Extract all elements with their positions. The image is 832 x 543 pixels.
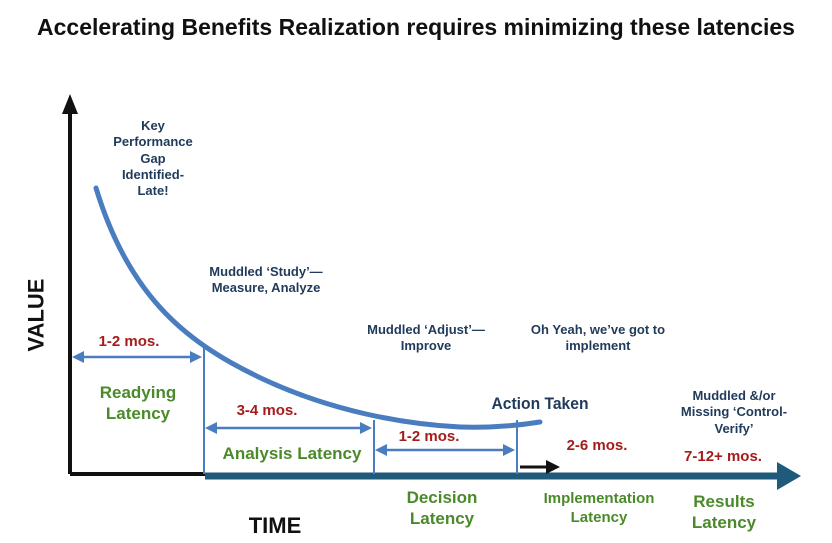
span-decision (375, 444, 515, 456)
y-axis-label: VALUE (23, 278, 48, 352)
annotation-study: Muddled ‘Study’—Measure, Analyze (209, 264, 323, 296)
annotation-adjust: Muddled ‘Adjust’—Improve (367, 322, 485, 354)
duration-analysis: 3-4 mos. (236, 402, 298, 419)
diagram-title: Accelerating Benefits Realization requir… (37, 14, 795, 40)
span-readying (72, 351, 202, 363)
y-axis-arrowhead (62, 94, 78, 114)
annotation-control: Muddled &/or Missing ‘Control-Verify’ (680, 388, 788, 436)
span-analysis (205, 422, 372, 434)
annotation-gap-identified: Key Performance Gap Identified-Late! (113, 118, 193, 198)
x-axis-label: TIME (248, 513, 302, 538)
latency-analysis: Analysis Latency (222, 444, 362, 463)
latency-implementation: Implementation Latency (543, 490, 655, 526)
time-arrowhead (777, 462, 801, 490)
duration-decision: 1-2 mos. (398, 428, 460, 445)
annotation-action-taken: Action Taken (491, 394, 589, 413)
value-curve (93, 185, 543, 430)
duration-readying: 1-2 mos. (98, 333, 160, 350)
annotation-implement: Oh Yeah, we’ve got to implement (530, 322, 666, 354)
small-arrowhead (546, 460, 560, 474)
latency-results: Results Latency (691, 492, 757, 533)
duration-results: 7-12+ mos. (684, 448, 762, 465)
latency-readying: Readying Latency (99, 383, 177, 424)
latency-decision: Decision Latency (406, 488, 478, 529)
duration-implementation: 2-6 mos. (566, 437, 628, 454)
